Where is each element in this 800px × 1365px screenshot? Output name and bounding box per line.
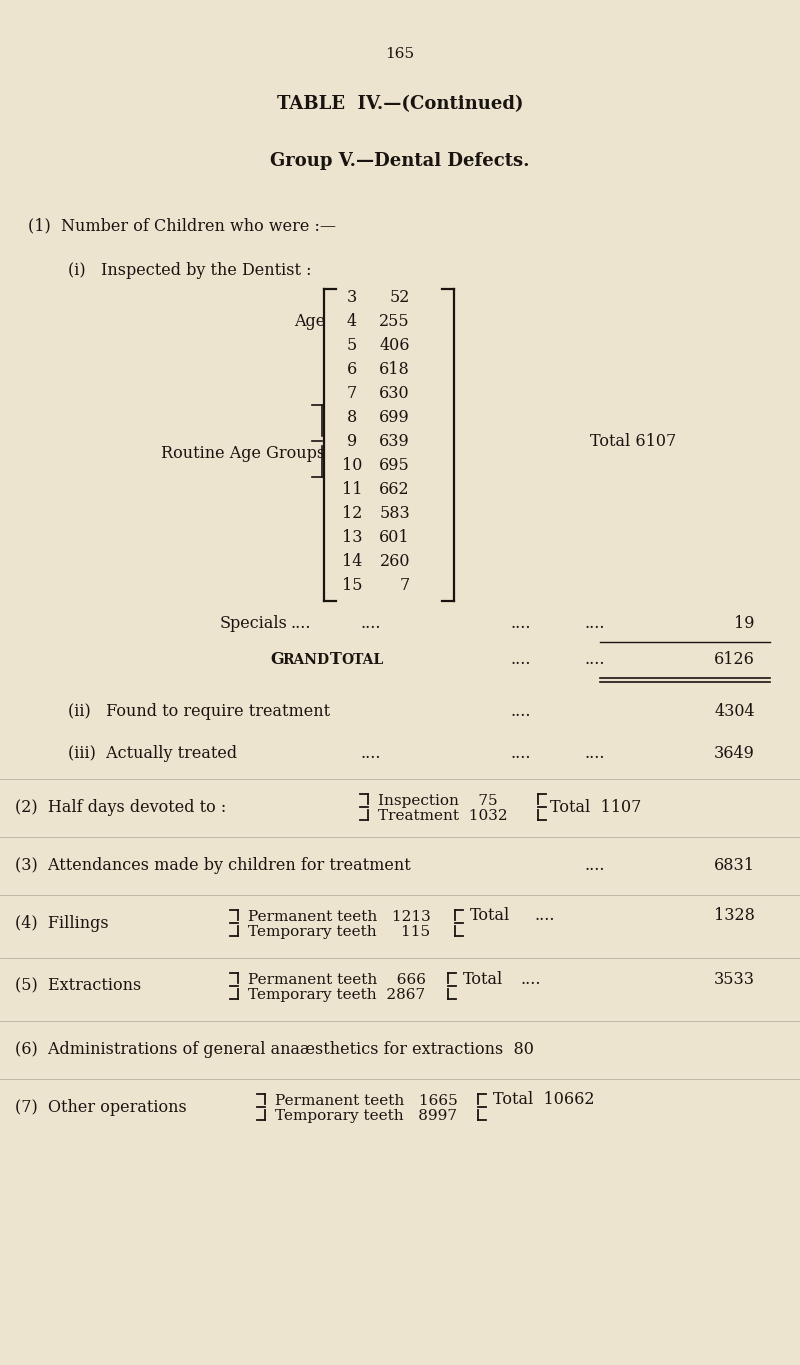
Text: (4)  Fillings: (4) Fillings — [15, 915, 109, 931]
Text: 699: 699 — [379, 408, 410, 426]
Text: Permanent teeth   1665: Permanent teeth 1665 — [275, 1093, 458, 1108]
Text: ....: .... — [585, 856, 606, 874]
Text: 662: 662 — [379, 480, 410, 497]
Text: 3: 3 — [347, 288, 357, 306]
Text: Specials: Specials — [220, 616, 288, 632]
Text: 13: 13 — [342, 528, 362, 546]
Text: ....: .... — [510, 703, 530, 721]
Text: Total 6107: Total 6107 — [590, 433, 676, 449]
Text: 406: 406 — [379, 337, 410, 354]
Text: 260: 260 — [379, 553, 410, 569]
Text: 14: 14 — [342, 553, 362, 569]
Text: (7)  Other operations: (7) Other operations — [15, 1099, 186, 1115]
Text: ....: .... — [585, 616, 606, 632]
Text: ....: .... — [520, 971, 541, 987]
Text: (i)   Inspected by the Dentist :: (i) Inspected by the Dentist : — [68, 262, 311, 278]
Text: Permanent teeth    666: Permanent teeth 666 — [248, 973, 426, 987]
Text: 8: 8 — [347, 408, 357, 426]
Text: ....: .... — [510, 651, 530, 669]
Text: Temporary teeth  2867: Temporary teeth 2867 — [248, 988, 425, 1002]
Text: Inspection    75: Inspection 75 — [378, 794, 498, 808]
Text: 15: 15 — [342, 576, 362, 594]
Text: 6831: 6831 — [714, 856, 755, 874]
Text: 10: 10 — [342, 456, 362, 474]
Text: 4: 4 — [347, 313, 357, 329]
Text: 52: 52 — [390, 288, 410, 306]
Text: ....: .... — [510, 616, 530, 632]
Text: 583: 583 — [379, 505, 410, 521]
Text: (iii)  Actually treated: (iii) Actually treated — [68, 745, 237, 763]
Text: 4304: 4304 — [714, 703, 755, 721]
Text: 630: 630 — [379, 385, 410, 401]
Text: RAND: RAND — [282, 652, 329, 667]
Text: TABLE  IV.—(Continued): TABLE IV.—(Continued) — [277, 96, 523, 113]
Text: Permanent teeth   1213: Permanent teeth 1213 — [248, 910, 430, 924]
Text: OTAL: OTAL — [341, 652, 383, 667]
Text: 7: 7 — [347, 385, 357, 401]
Text: Temporary teeth     115: Temporary teeth 115 — [248, 925, 430, 939]
Text: Total  10662: Total 10662 — [493, 1092, 594, 1108]
Text: Routine Age Groups: Routine Age Groups — [161, 445, 325, 461]
Text: ....: .... — [510, 745, 530, 763]
Text: 5: 5 — [347, 337, 357, 354]
Text: 1328: 1328 — [714, 908, 755, 924]
Text: ....: .... — [535, 908, 555, 924]
Text: 19: 19 — [734, 616, 755, 632]
Text: 3533: 3533 — [714, 971, 755, 987]
Text: Group V.—Dental Defects.: Group V.—Dental Defects. — [270, 152, 530, 171]
Text: Age: Age — [294, 313, 325, 329]
Text: G: G — [270, 651, 284, 669]
Text: 639: 639 — [379, 433, 410, 449]
Text: ....: .... — [585, 745, 606, 763]
Text: Temporary teeth   8997: Temporary teeth 8997 — [275, 1108, 457, 1123]
Text: (2)  Half days devoted to :: (2) Half days devoted to : — [15, 799, 226, 815]
Text: ....: .... — [290, 616, 310, 632]
Text: 3649: 3649 — [714, 745, 755, 763]
Text: 618: 618 — [379, 360, 410, 378]
Text: 9: 9 — [347, 433, 357, 449]
Text: (ii)   Found to require treatment: (ii) Found to require treatment — [68, 703, 330, 721]
Text: (5)  Extractions: (5) Extractions — [15, 977, 142, 995]
Text: 11: 11 — [342, 480, 362, 497]
Text: 7: 7 — [400, 576, 410, 594]
Text: T: T — [330, 651, 342, 669]
Text: Treatment  1032: Treatment 1032 — [378, 809, 508, 823]
Text: (3)  Attendances made by children for treatment: (3) Attendances made by children for tre… — [15, 856, 410, 874]
Text: 695: 695 — [379, 456, 410, 474]
Text: Total: Total — [470, 908, 510, 924]
Text: 6126: 6126 — [714, 651, 755, 669]
Text: (1)  Number of Children who were :—: (1) Number of Children who were :— — [28, 217, 336, 233]
Text: 165: 165 — [386, 46, 414, 61]
Text: 601: 601 — [379, 528, 410, 546]
Text: 12: 12 — [342, 505, 362, 521]
Text: ....: .... — [360, 745, 381, 763]
Text: 255: 255 — [379, 313, 410, 329]
Text: ....: .... — [360, 616, 381, 632]
Text: Total  1107: Total 1107 — [550, 799, 642, 815]
Text: ....: .... — [585, 651, 606, 669]
Text: (6)  Administrations of general anaæsthetics for extractions  80: (6) Administrations of general anaæsthet… — [15, 1040, 534, 1058]
Text: 6: 6 — [347, 360, 357, 378]
Text: Total: Total — [463, 971, 503, 987]
